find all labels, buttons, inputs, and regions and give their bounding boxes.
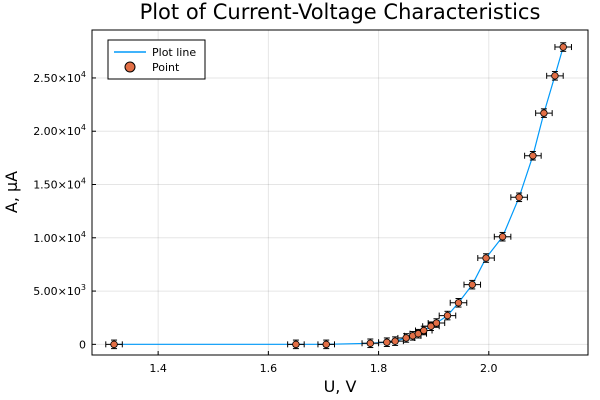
point-series	[110, 43, 567, 349]
y-tick-label: 1.00×104	[33, 230, 86, 245]
x-tick-label: 1.8	[370, 362, 388, 375]
plot-frame	[91, 29, 589, 356]
data-point	[402, 334, 410, 342]
axis-ticks: 1.4 1.6 1.8 2.0 0 5.00×103 1.00×104 1.50×104 2.0…	[33, 70, 497, 375]
legend-label-point: Point	[152, 61, 180, 74]
plot-line	[114, 46, 564, 345]
data-point	[482, 254, 490, 262]
x-tick-label: 1.4	[149, 362, 167, 375]
data-point	[427, 322, 435, 330]
data-point	[540, 109, 548, 117]
data-point	[468, 280, 476, 289]
plot-line-series	[114, 46, 564, 345]
data-point	[529, 152, 537, 160]
data-point	[559, 43, 567, 51]
data-point	[322, 340, 330, 349]
y-tick-label: 2.50×104	[33, 70, 86, 85]
data-point	[292, 340, 300, 349]
data-point	[391, 337, 399, 345]
y-tick-label: 0	[79, 338, 86, 351]
y-axis-label: A, µA	[2, 171, 21, 213]
data-point	[443, 311, 452, 320]
y-tick-label: 5.00×103	[33, 283, 86, 298]
data-point	[366, 339, 375, 347]
x-tick-label: 2.0	[480, 362, 498, 375]
legend: Plot line Point	[107, 39, 206, 80]
chart-title: Plot of Current-Voltage Characteristics	[140, 0, 541, 24]
legend-label-plot-line: Plot line	[152, 46, 196, 59]
legend-point-swatch	[124, 61, 136, 73]
data-point	[498, 233, 507, 241]
y-tick-label: 1.50×104	[33, 177, 86, 192]
data-point	[515, 193, 523, 201]
x-tick-label: 1.6	[260, 362, 278, 375]
data-point	[551, 72, 559, 80]
legend-box	[107, 39, 206, 80]
data-point	[432, 319, 441, 327]
data-point	[454, 299, 463, 307]
data-point	[110, 340, 118, 349]
data-point	[420, 326, 428, 335]
x-axis-label: U, V	[324, 377, 357, 396]
error-bars	[105, 42, 572, 350]
y-tick-label: 2.00×104	[33, 123, 86, 138]
data-point	[383, 338, 391, 346]
data-point	[414, 329, 422, 338]
